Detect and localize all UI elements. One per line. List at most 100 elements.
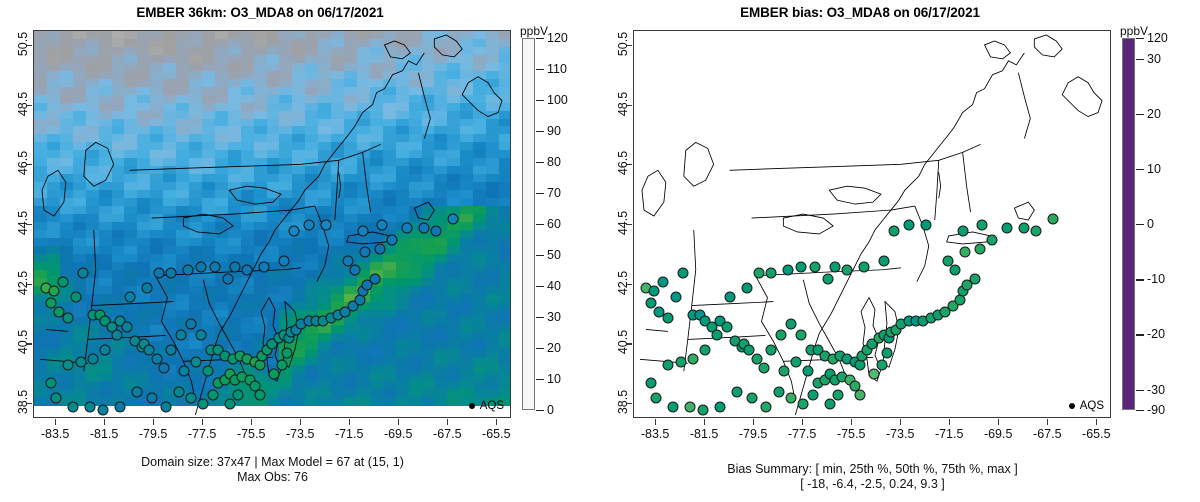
raster-cell [473, 46, 487, 56]
raster-cell [214, 31, 229, 40]
raster-cell [176, 397, 190, 406]
plot-area-bias[interactable]: AQS [633, 30, 1111, 418]
raster-cell [59, 70, 74, 80]
colorbar-tick-label: 30 [1147, 51, 1161, 66]
x-axis-label: -69.5 [983, 427, 1013, 441]
raster-cell [434, 285, 449, 295]
raster-cell [59, 293, 74, 303]
raster-cell [473, 397, 487, 406]
aqs-station-marker [114, 401, 126, 413]
raster-cell [434, 397, 449, 406]
x-axis-tick [998, 419, 1000, 425]
raster-cell [447, 309, 462, 319]
raster-cell [124, 245, 139, 255]
raster-cell [460, 389, 474, 398]
raster-cell [421, 190, 436, 199]
raster-cell [98, 46, 113, 56]
raster-cell [163, 198, 177, 207]
raster-cell [163, 54, 177, 64]
raster-cell [34, 158, 48, 167]
aqs-station-marker [195, 261, 207, 273]
raster-cell [98, 381, 113, 390]
raster-cell [434, 229, 449, 239]
raster-cell [46, 341, 61, 350]
y-axis-label: 44.5 [616, 210, 630, 236]
raster-cell [499, 78, 510, 88]
raster-cell [111, 365, 126, 374]
raster-cell [85, 46, 100, 56]
colorbar-tick-label: -10 [1147, 272, 1166, 287]
aqs-station-marker [741, 282, 753, 294]
colorbar-tick-label: 120 [547, 31, 568, 45]
y-axis-tick [626, 343, 632, 345]
raster-cell [72, 245, 87, 255]
colorbar-tick [536, 379, 544, 381]
raster-cell [447, 237, 462, 247]
raster-cell [499, 126, 510, 136]
raster-cell [163, 134, 177, 144]
raster-cell [46, 253, 61, 263]
raster-cell [434, 110, 449, 120]
raster-cell [331, 38, 345, 48]
raster-cell [46, 46, 61, 56]
raster-cell [85, 102, 100, 112]
aqs-station-marker [160, 401, 172, 413]
raster-cell [34, 214, 48, 223]
raster-cell [499, 134, 510, 144]
raster-cell [486, 317, 500, 327]
raster-cell [486, 301, 500, 311]
raster-cell [34, 134, 48, 144]
raster-cell [447, 373, 462, 382]
raster-cell [176, 46, 190, 56]
raster-cell [59, 182, 74, 191]
raster-cell [34, 110, 48, 120]
x-axis-label: -83.5 [640, 427, 670, 441]
aqs-station-marker [677, 267, 689, 279]
raster-cell [473, 325, 487, 335]
plot-area-model[interactable]: AQS [33, 30, 511, 418]
aqs-station-marker [667, 401, 679, 413]
raster-cell [46, 70, 61, 80]
raster-cell [499, 301, 510, 311]
raster-cell [434, 261, 449, 271]
raster-cell [176, 86, 190, 96]
raster-cell [72, 54, 87, 64]
raster-cell [46, 214, 61, 223]
raster-cell [214, 46, 229, 56]
raster-cell [499, 245, 510, 255]
raster-cell [499, 38, 510, 48]
raster-cell [331, 31, 345, 40]
caption-model-line1: Domain size: 37x47 | Max Model = 67 at (… [141, 455, 404, 469]
raster-cell [72, 285, 87, 295]
raster-cell [201, 46, 216, 56]
y-axis-tick [26, 224, 32, 226]
raster-cell [305, 38, 319, 48]
colorbar-tick-label: 10 [547, 372, 561, 386]
raster-cell [486, 150, 500, 160]
raster-cell [473, 190, 487, 199]
raster-cell [98, 102, 113, 112]
x-axis-label: -67.5 [1033, 427, 1062, 441]
raster-cell [111, 150, 126, 160]
raster-cell [34, 301, 48, 311]
raster-cell [98, 325, 113, 335]
colorbar-gradient [522, 38, 535, 410]
raster-cell [150, 38, 164, 48]
x-axis-tick [655, 419, 657, 425]
y-axis-label: 46.5 [16, 151, 30, 176]
raster-cell [460, 293, 474, 303]
raster-cell [499, 253, 510, 263]
aqs-station-marker [809, 261, 821, 273]
aqs-station-marker [178, 365, 189, 377]
raster-cell [137, 54, 151, 64]
aqs-station-marker [258, 261, 270, 273]
raster-cell [46, 31, 61, 40]
aqs-station-marker [401, 222, 413, 234]
raster-cell [98, 126, 113, 136]
colorbar-tick [536, 100, 544, 102]
raster-cell [34, 397, 48, 406]
raster-cell [59, 269, 74, 279]
raster-cell [460, 126, 474, 136]
raster-cell [72, 214, 87, 223]
raster-cell [111, 62, 126, 72]
